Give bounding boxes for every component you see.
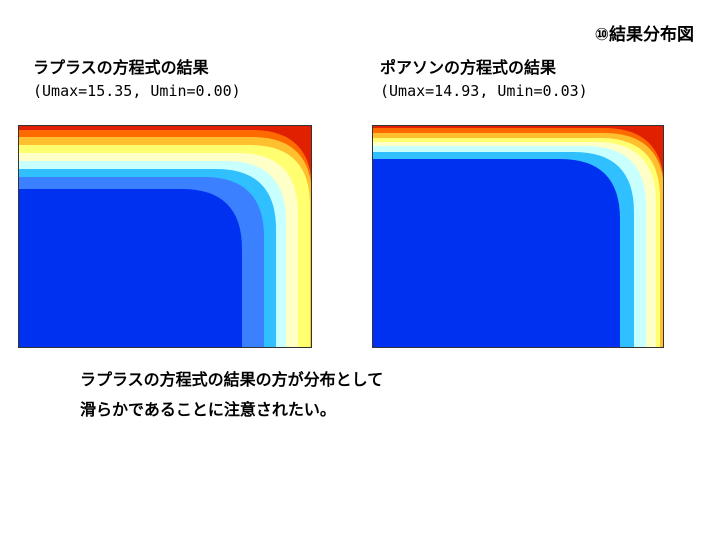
panel-stats: (Umax=14.93, Umin=0.03) — [380, 82, 588, 100]
panel-heading: ポアソンの方程式の結果 — [380, 58, 557, 77]
contour-image — [18, 125, 312, 348]
slide-title: ⑩結果分布図 — [594, 25, 694, 45]
note-line: ラプラスの方程式の結果の方が分布として — [80, 370, 384, 389]
contour-band — [372, 159, 620, 348]
contour-band — [372, 125, 664, 348]
panel-stats: (Umax=15.35, Umin=0.00) — [33, 82, 241, 100]
note-line: 滑らかであることに注意されたい。 — [80, 400, 336, 419]
contour-image — [372, 125, 664, 348]
panel-heading: ラプラスの方程式の結果 — [33, 58, 209, 77]
contour-band — [18, 189, 242, 348]
contour-band — [18, 125, 312, 348]
